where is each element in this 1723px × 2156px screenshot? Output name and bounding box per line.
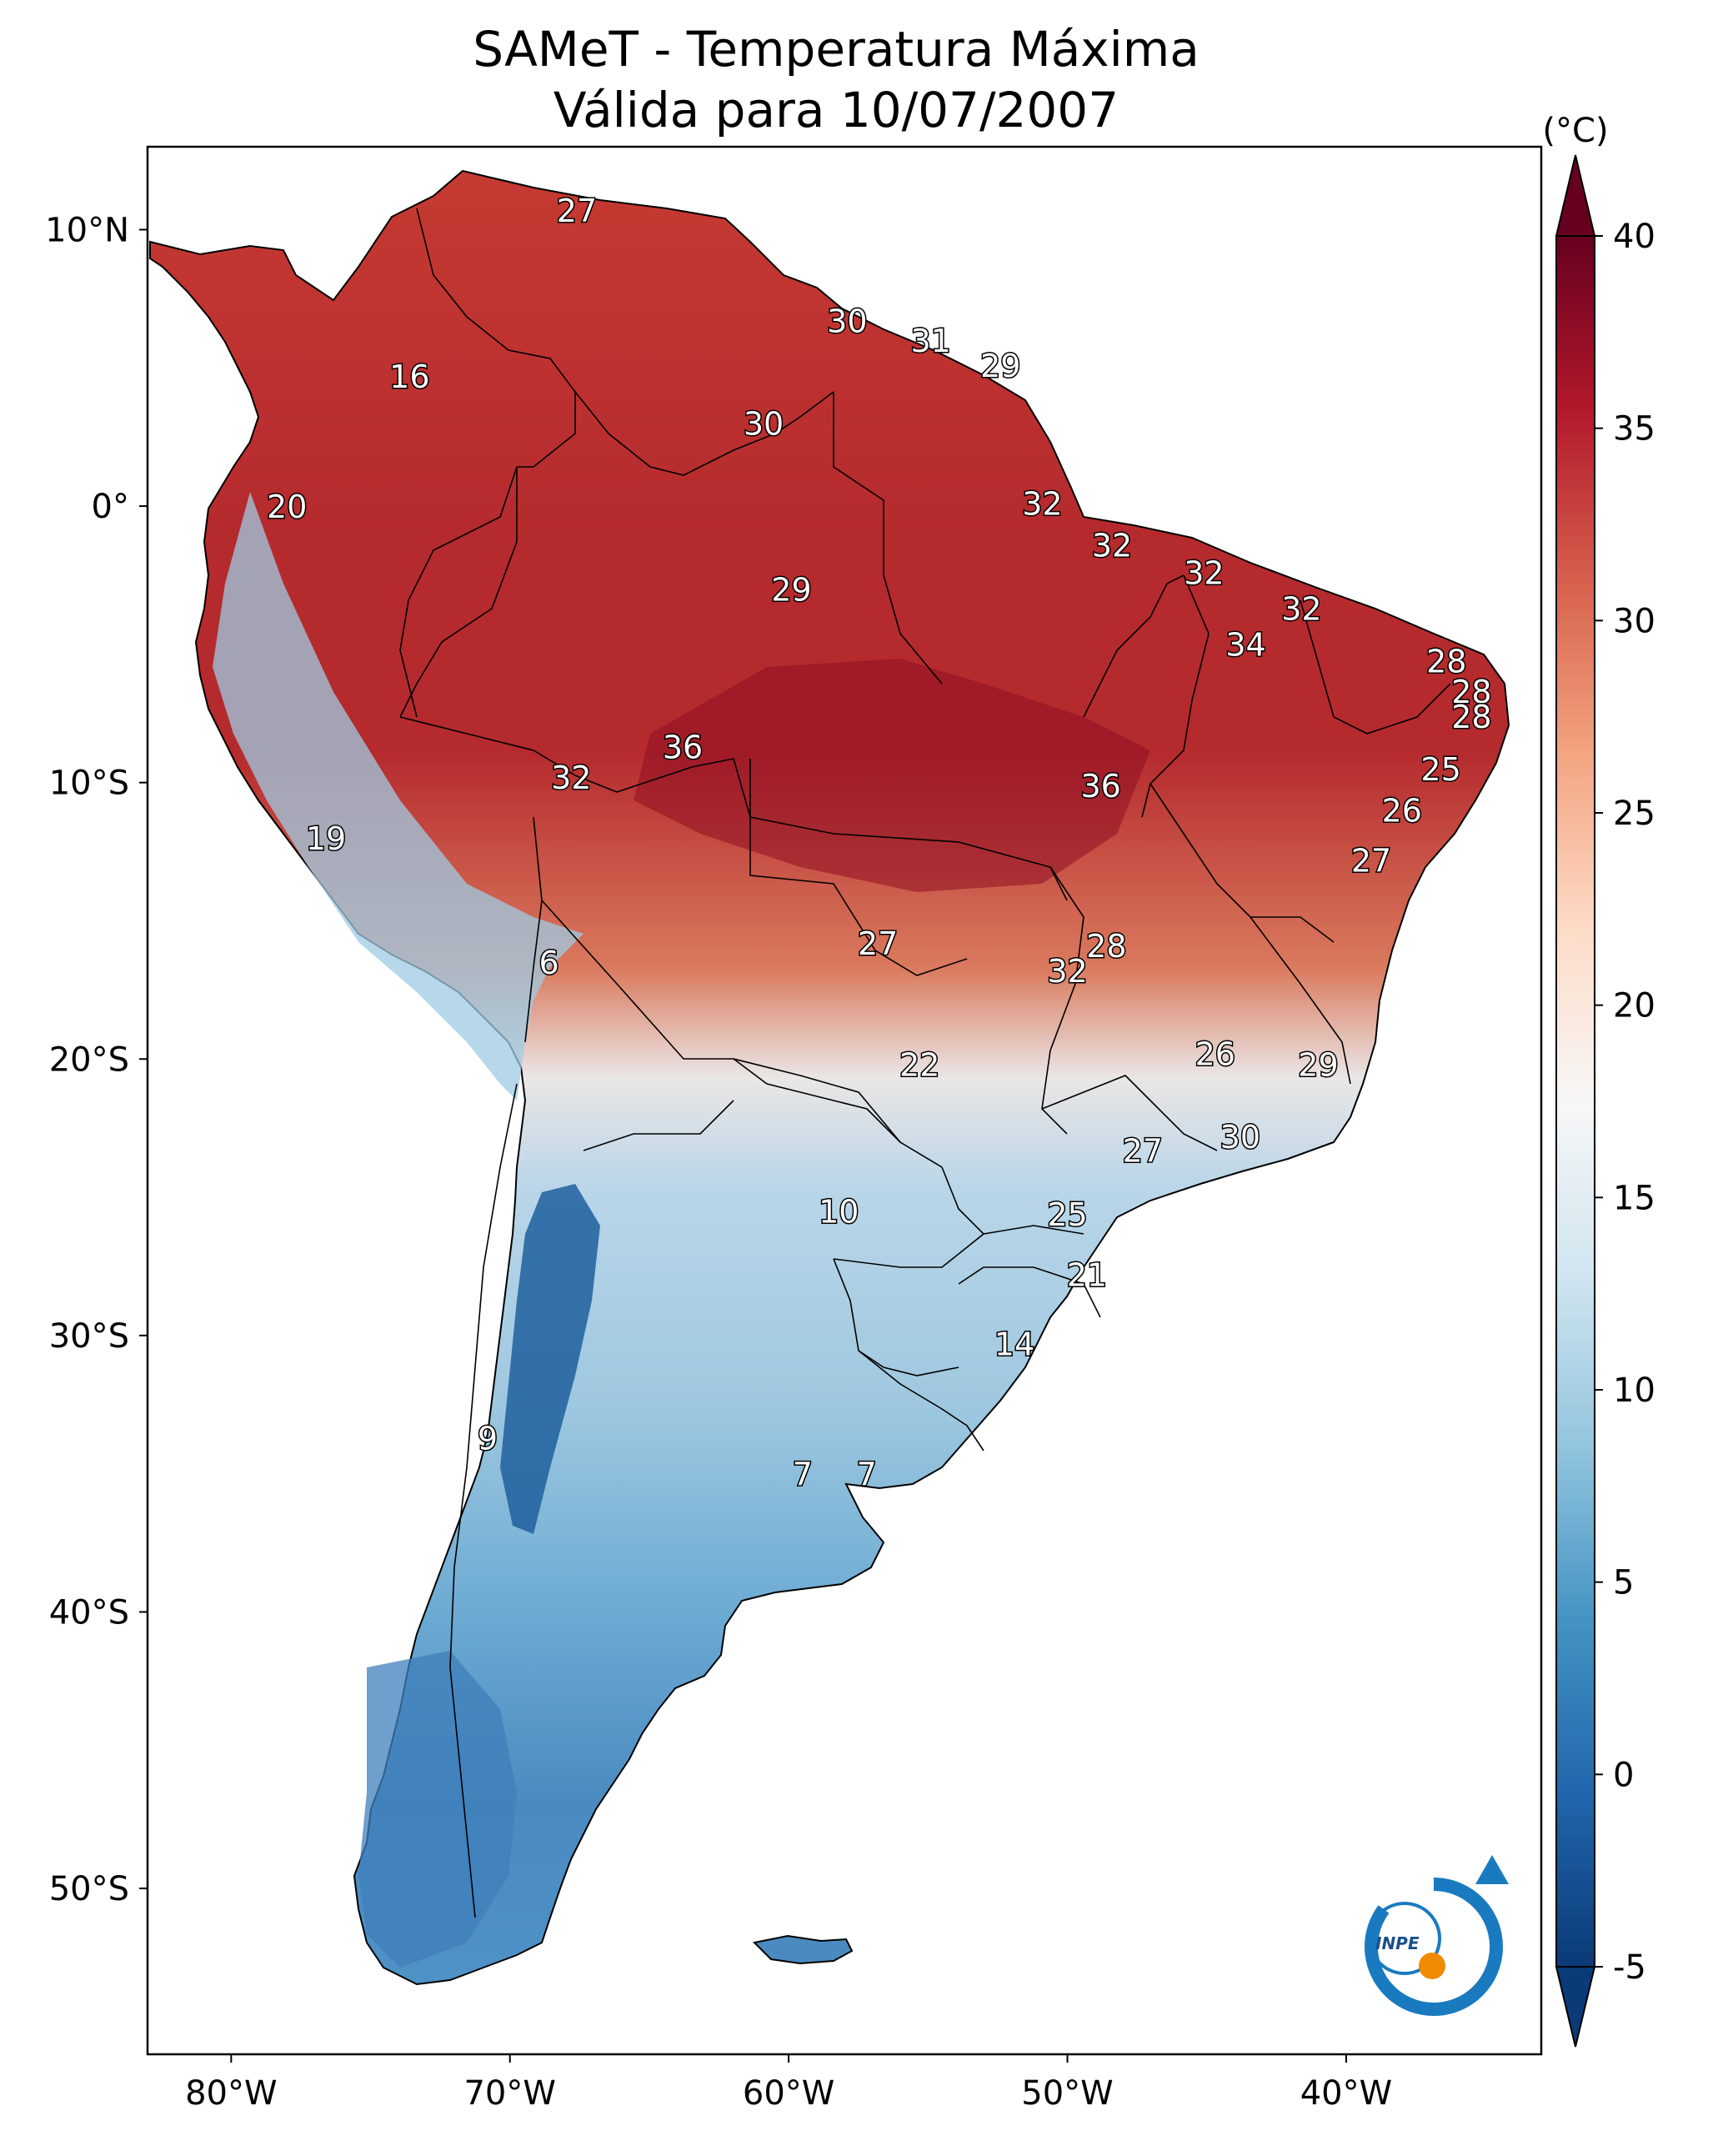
contour-label: 32: [1092, 527, 1132, 564]
colorbar-tick-label: 20: [1613, 987, 1655, 1025]
contour-label: 32: [551, 760, 591, 796]
map-frame: [146, 145, 1543, 2056]
colorbar-gradient: [1555, 235, 1595, 1968]
lat-label: 20°S: [49, 1040, 129, 1079]
contour-label: 16: [389, 358, 429, 395]
contour-label: 27: [1123, 1133, 1163, 1170]
colorbar-tick-label: 15: [1613, 1179, 1655, 1217]
contour-label: 32: [1022, 486, 1062, 523]
contour-label: 27: [557, 193, 597, 229]
contour-label: 21: [1067, 1257, 1107, 1294]
contour-label: 25: [1047, 1196, 1087, 1233]
colorbar-tick-label: 10: [1613, 1371, 1655, 1410]
logo-swoosh-icon: [1365, 1878, 1503, 2016]
contour-label: 20: [267, 489, 307, 525]
lat-label: 40°S: [49, 1593, 129, 1632]
colorbar-extend-bottom: [1555, 1966, 1596, 2048]
contour-label: 36: [1080, 768, 1120, 805]
lat-label: 50°S: [49, 1870, 129, 1908]
lon-label: 70°W: [463, 2074, 555, 2113]
contour-label: 30: [1220, 1119, 1260, 1156]
contour-label: 32: [1281, 591, 1321, 628]
contour-label: 25: [1420, 751, 1460, 788]
logo-arrow-icon: [1475, 1855, 1509, 1884]
lon-label: 80°W: [185, 2074, 277, 2113]
contour-label: 34: [1225, 627, 1265, 664]
longitude-axis: 80°W 70°W 60°W 50°W 40°W: [185, 2054, 1392, 2113]
contour-label: 9: [478, 1420, 498, 1457]
contour-label: 29: [980, 348, 1020, 384]
colorbar-tick-label: 35: [1613, 410, 1655, 449]
lon-label: 60°W: [743, 2074, 834, 2113]
contour-label: 36: [663, 729, 703, 765]
contour-label: 32: [1184, 554, 1224, 591]
contour-label: 31: [910, 323, 950, 359]
inpe-logo: INPE: [1365, 1855, 1509, 2016]
contour-label: 29: [1298, 1047, 1338, 1084]
logo-sun-icon: [1419, 1953, 1445, 1979]
colorbar-extend-top: [1555, 154, 1596, 237]
contour-label: 14: [994, 1326, 1034, 1363]
contour-label: 22: [899, 1047, 939, 1084]
contour-label: 28: [1086, 928, 1126, 965]
latitude-axis: 10°N 0° 10°S 20°S 30°S 40°S 50°S: [45, 211, 148, 1908]
contour-label: 28: [1451, 674, 1491, 710]
contour-label: 30: [744, 405, 784, 442]
country-borders: [399, 208, 1451, 1918]
contour-label: 26: [1382, 793, 1422, 830]
falkland-islands: [752, 1934, 854, 1965]
map-title: SAMeT - Temperatura Máxima: [473, 21, 1200, 78]
contour-label: 19: [306, 820, 346, 857]
colorbar-tick-label: 40: [1613, 218, 1655, 256]
colorbar-tick-label: -5: [1613, 1948, 1646, 1987]
contour-label: 27: [1351, 842, 1391, 879]
contour-label: 10: [819, 1193, 859, 1230]
map-subtitle: Válida para 10/07/2007: [553, 82, 1119, 138]
map-panel: [148, 147, 1541, 2054]
contour-label: 32: [1047, 953, 1087, 990]
colorbar-ticks: 40 35 30 25 20 15 10 5 0 -5: [1595, 218, 1655, 1987]
contour-label: 26: [1195, 1035, 1235, 1072]
contour-label: 27: [858, 925, 898, 962]
lat-label: 0°: [92, 488, 129, 526]
andes-cold-band: [213, 492, 584, 1101]
contour-label: 29: [771, 571, 811, 608]
colorbar-tick-label: 5: [1613, 1564, 1634, 1602]
contour-label: 7: [793, 1456, 813, 1492]
colorbar-unit: (°C): [1542, 112, 1608, 150]
colorbar-tick-label: 25: [1613, 795, 1655, 833]
logo-text: INPE: [1375, 1933, 1420, 1953]
contour-label: 7: [857, 1456, 877, 1492]
lon-label: 40°W: [1300, 2074, 1392, 2113]
colorbar-tick-label: 0: [1613, 1756, 1634, 1794]
contour-label: 6: [538, 945, 558, 981]
andes-core-cold: [500, 1184, 600, 1534]
lon-label: 50°W: [1021, 2074, 1113, 2113]
lat-label: 10°S: [49, 765, 129, 803]
lat-label: 30°S: [49, 1317, 129, 1356]
contour-label: 28: [1426, 644, 1466, 680]
logo-orbit-icon: [1368, 1902, 1441, 1975]
lat-label: 10°N: [45, 211, 129, 249]
patagonia-cold-region: [358, 1651, 517, 1968]
amazon-hot-core: [634, 659, 1150, 892]
colorbar-tick-label: 30: [1613, 602, 1655, 640]
colorbar: (°C) 40 35 30 25 20 15 10 5 0 -5: [1542, 112, 1655, 2048]
contour-label: 30: [827, 303, 867, 340]
contour-label: 28: [1451, 699, 1491, 735]
